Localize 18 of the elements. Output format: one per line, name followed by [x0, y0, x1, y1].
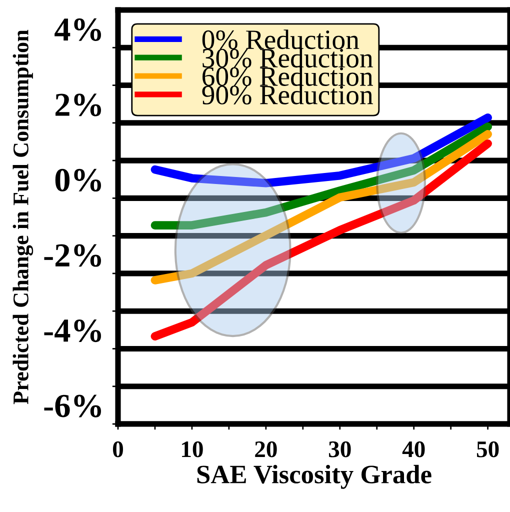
y-tick-label: 0%	[55, 168, 101, 192]
x-tick-label: 20	[255, 441, 277, 458]
x-tick-label: 10	[182, 441, 203, 458]
x-axis-title: SAE Viscosity Grade	[197, 464, 432, 489]
x-tick-label: 30	[328, 441, 351, 458]
x-tick-label: 0	[112, 441, 124, 458]
y-tick-label: -2%	[44, 244, 101, 267]
legend-label: 0% Reduction	[202, 30, 360, 50]
legend-label: 60% Reduction	[202, 66, 373, 86]
y-tick-label: -6%	[44, 394, 101, 418]
y-axis-title: Predicted Change in Fuel Consumption	[12, 30, 34, 404]
y-tick-label: -4%	[44, 319, 101, 342]
y-tick-label: 2%	[56, 94, 101, 116]
y-tick-label: 4%	[54, 18, 101, 41]
legend-label: 90% Reduction	[202, 84, 373, 104]
x-tick-label: 40	[402, 441, 425, 458]
x-tick-label: 50	[476, 441, 499, 458]
legend-label: 30% Reduction	[202, 48, 373, 68]
